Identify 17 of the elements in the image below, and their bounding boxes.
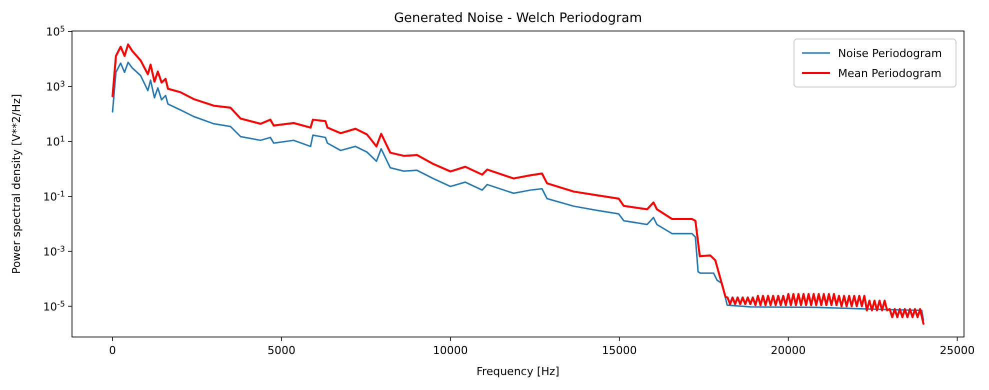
legend-label: Noise Periodogram (838, 47, 942, 60)
legend-label: Mean Periodogram (838, 67, 942, 80)
y-tick-label: 10$^{-3}$ (43, 244, 65, 258)
x-tick-label: 5000 (267, 344, 296, 357)
x-tick-label: 15000 (602, 344, 637, 357)
x-tick-label: 10000 (432, 344, 468, 357)
y-tick-label: 10$^{-5}$ (43, 298, 65, 314)
x-tick-label: 0 (109, 344, 116, 357)
y-axis-title: Power spectral density [V**2/Hz] (10, 94, 23, 274)
y-tick-label: 10$^{-1}$ (43, 188, 65, 204)
x-axis-title: Frequency [Hz] (476, 365, 560, 378)
y-tick-label: 10$^{5}$ (46, 24, 65, 39)
y-tick-label: 10$^{3}$ (46, 79, 65, 94)
x-tick-label: 25000 (940, 344, 975, 357)
chart-title: Generated Noise - Welch Periodogram (394, 11, 642, 26)
x-tick-label: 20000 (770, 344, 806, 357)
y-tick-label: 10$^{1}$ (46, 134, 65, 148)
